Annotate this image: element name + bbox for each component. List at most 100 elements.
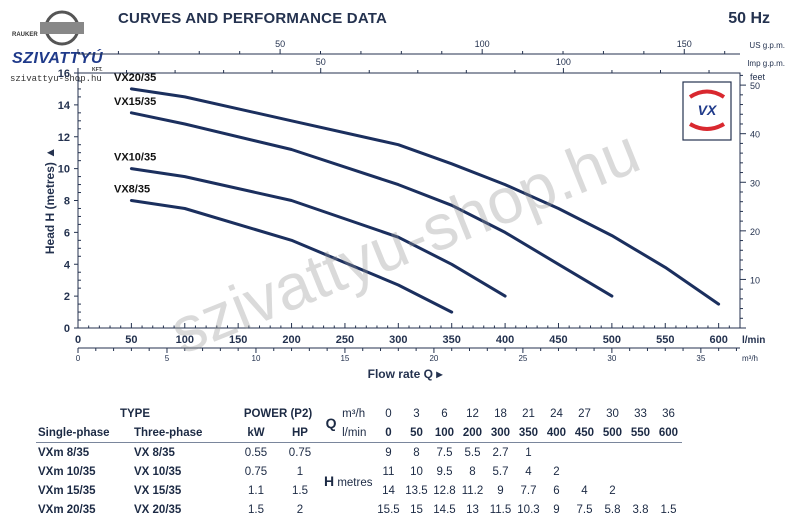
- chart-curves: [129, 87, 721, 314]
- row-2-hp: 1.5: [292, 484, 308, 497]
- logo-small-text: RAUKER: [12, 32, 38, 38]
- row-3-h-7: 7.5: [576, 503, 593, 516]
- q-lmin-7: 450: [574, 426, 595, 439]
- row-3-h-5: 10.3: [517, 503, 540, 516]
- ft-unit-label: feet: [750, 72, 766, 82]
- curve-VX8/35: [129, 199, 454, 314]
- row-2-single: VXm 15/35: [38, 484, 96, 497]
- row-0-h-8: [598, 442, 627, 462]
- ft-tick-label: 30: [750, 178, 760, 188]
- row-3-three: VX 20/35: [134, 503, 182, 516]
- row-0-kw: 0.55: [234, 442, 278, 462]
- row-1-h-5: 4: [525, 465, 532, 478]
- m3h-tick-label: 25: [518, 354, 527, 363]
- m3h-tick-label: 15: [340, 354, 349, 363]
- row-0-h-9: [626, 442, 655, 462]
- row-0-h-5: 1: [514, 442, 543, 462]
- row-0-h-2: 7.5: [430, 442, 459, 462]
- logo-url: szivattyu-shop.hu: [10, 74, 102, 84]
- ft-tick-label: 10: [750, 275, 760, 285]
- q-lmin-4: 300: [490, 426, 511, 439]
- x-axis-label: Flow rate Q ▸: [368, 367, 444, 381]
- row-2-h-7: 4: [581, 484, 588, 497]
- q-m3h-9: 33: [634, 407, 647, 420]
- curve-VX15/35: [129, 111, 614, 298]
- row-1-single: VXm 10/35: [38, 465, 96, 478]
- y-tick-label: 0: [64, 323, 70, 335]
- q-m3h-1: 3: [413, 407, 420, 420]
- row-1-h-4: 5.7: [492, 465, 509, 478]
- y-axis-label: Head H (metres) ▲: [43, 147, 57, 254]
- power-header: POWER (P2): [243, 407, 313, 420]
- row-3-h-9: 3.8: [632, 503, 649, 516]
- row-1-h-8: [598, 462, 626, 481]
- x-tick-label: 150: [229, 334, 247, 346]
- usgpm-tick-label: 100: [475, 39, 490, 49]
- row-1-h-6: 2: [553, 465, 560, 478]
- m3h-tick-label: 20: [429, 354, 438, 363]
- x-tick-label: 600: [709, 334, 727, 346]
- m3h-tick-label: 10: [252, 354, 261, 363]
- x-tick-label: 450: [549, 334, 567, 346]
- q-m3h-8: 30: [606, 407, 619, 420]
- frequency-label: 50 Hz: [728, 10, 770, 27]
- row-2-h-6: 6: [553, 484, 560, 497]
- m3h-tick-label: 0: [76, 354, 81, 363]
- row-3-h-2: 14.5: [433, 503, 456, 516]
- q-lmin-1: 50: [410, 426, 423, 439]
- m3h-unit-label: m³/h: [742, 354, 758, 363]
- m3h-tick-label: 30: [607, 354, 616, 363]
- q-lmin-8: 500: [602, 426, 623, 439]
- q-m3h-0: 0: [385, 407, 392, 420]
- row-1-h-3: 8: [469, 465, 476, 478]
- row-3-h-0: 15.5: [377, 503, 400, 516]
- row-0-h-6: [542, 442, 571, 462]
- y-tick-label: 16: [58, 68, 70, 80]
- x-tick-label: 250: [336, 334, 354, 346]
- series-label: VX10/35: [114, 152, 156, 164]
- page-title: CURVES AND PERFORMANCE DATA: [118, 10, 388, 27]
- hp-header: HP: [292, 426, 308, 439]
- single-phase-header: Single-phase: [38, 426, 110, 439]
- y-tick-label: 4: [64, 259, 71, 271]
- row-3-single: VXm 20/35: [38, 503, 96, 516]
- row-1-kw: 0.75: [244, 465, 268, 478]
- row-3-h-1: 15: [410, 503, 423, 516]
- row-2-h-9: [626, 481, 654, 500]
- q-lmin-6: 400: [546, 426, 567, 439]
- y-tick-label: 12: [58, 132, 70, 144]
- q-lmin-0: 0: [385, 426, 392, 439]
- three-phase-header: Three-phase: [134, 426, 203, 439]
- usgpm-tick-label: 50: [275, 39, 285, 49]
- q-m3h-2: 6: [441, 407, 448, 420]
- series-label: VX20/35: [114, 72, 156, 84]
- q-lmin-10: 600: [658, 426, 679, 439]
- row-3-h-6: 9: [553, 503, 560, 516]
- row-2-h-1: 13.5: [405, 484, 428, 497]
- row-2-h-3: 11.2: [461, 484, 484, 497]
- q-lmin-9: 550: [630, 426, 651, 439]
- row-1-h-9: [626, 462, 654, 481]
- row-3-kw: 1.5: [248, 503, 264, 516]
- row-0-h-0: 9: [374, 442, 403, 462]
- row-1-h-2: 9.5: [436, 465, 453, 478]
- m3h-tick-label: 35: [696, 354, 705, 363]
- h-unit: metres: [337, 477, 373, 489]
- q-m3h-6: 24: [550, 407, 563, 420]
- vx-logo-icon: VX: [682, 81, 732, 141]
- ft-tick-label: 50: [750, 81, 760, 91]
- x-tick-label: 100: [176, 334, 194, 346]
- q-unit-lmin: l/min: [342, 426, 367, 439]
- row-1-h-7: [570, 462, 598, 481]
- x-unit-label: l/min: [742, 335, 765, 346]
- row-1-h-1: 10: [410, 465, 423, 478]
- performance-table: TYPE POWER (P2) Q m³/h 0 3 6 12 18 21 24…: [36, 404, 683, 519]
- impgpm-tick-label: 50: [316, 57, 326, 67]
- x-tick-label: 50: [125, 334, 137, 346]
- impgpm-unit-label: Imp g.p.m.: [747, 59, 785, 68]
- row-1-hp: 1: [296, 465, 304, 478]
- x-tick-label: 550: [656, 334, 674, 346]
- row-2-three: VX 15/35: [134, 484, 182, 497]
